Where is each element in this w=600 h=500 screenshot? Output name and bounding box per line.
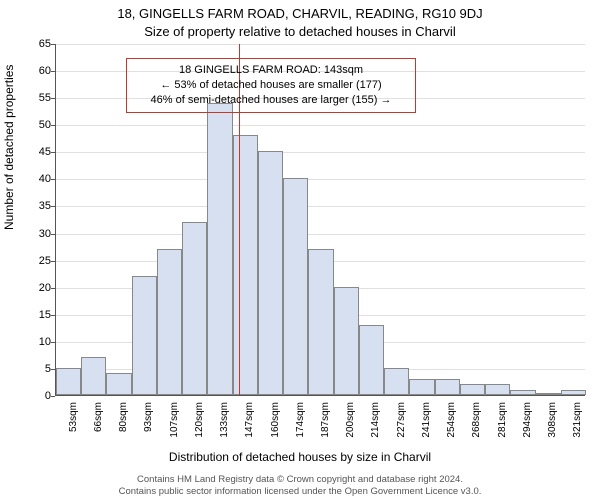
x-tick-label: 187sqm bbox=[320, 402, 331, 442]
gridline bbox=[56, 125, 585, 126]
y-tick-label: 15 bbox=[29, 309, 51, 321]
y-tick-label: 45 bbox=[29, 146, 51, 158]
x-tick-label: 200sqm bbox=[345, 402, 356, 442]
x-tick-label: 308sqm bbox=[547, 402, 558, 442]
chart-title-line2: Size of property relative to detached ho… bbox=[0, 24, 600, 39]
chart-title-line1: 18, GINGELLS FARM ROAD, CHARVIL, READING… bbox=[0, 6, 600, 21]
y-tick-mark bbox=[51, 125, 55, 126]
gridline bbox=[56, 179, 585, 180]
y-axis-label: Number of detached properties bbox=[2, 65, 16, 230]
x-tick-label: 66sqm bbox=[93, 402, 104, 442]
histogram-bar bbox=[409, 379, 434, 395]
histogram-bar bbox=[106, 373, 131, 395]
infobox-line: 46% of semi-detached houses are larger (… bbox=[133, 93, 409, 108]
y-tick-label: 25 bbox=[29, 255, 51, 267]
histogram-bar bbox=[460, 384, 485, 395]
y-tick-mark bbox=[51, 369, 55, 370]
y-tick-mark bbox=[51, 71, 55, 72]
histogram-bar bbox=[536, 393, 561, 395]
y-tick-label: 50 bbox=[29, 119, 51, 131]
y-tick-mark bbox=[51, 98, 55, 99]
y-tick-label: 0 bbox=[29, 390, 51, 402]
y-tick-label: 35 bbox=[29, 200, 51, 212]
histogram-bar bbox=[283, 178, 308, 395]
histogram-bar bbox=[334, 287, 359, 395]
x-tick-label: 93sqm bbox=[143, 402, 154, 442]
histogram-bar bbox=[207, 103, 232, 395]
histogram-bar bbox=[132, 276, 157, 395]
histogram-bar bbox=[384, 368, 409, 395]
x-tick-label: 254sqm bbox=[446, 402, 457, 442]
y-tick-mark bbox=[51, 44, 55, 45]
x-tick-label: 147sqm bbox=[244, 402, 255, 442]
x-tick-label: 160sqm bbox=[270, 402, 281, 442]
y-tick-label: 30 bbox=[29, 228, 51, 240]
y-tick-label: 20 bbox=[29, 282, 51, 294]
histogram-bar bbox=[157, 249, 182, 395]
property-info-box: 18 GINGELLS FARM ROAD: 143sqm← 53% of de… bbox=[126, 58, 416, 113]
y-tick-mark bbox=[51, 342, 55, 343]
y-tick-label: 65 bbox=[29, 38, 51, 50]
y-tick-mark bbox=[51, 396, 55, 397]
x-axis-label: Distribution of detached houses by size … bbox=[0, 450, 600, 464]
histogram-bar bbox=[258, 151, 283, 395]
footer-attribution: Contains HM Land Registry data © Crown c… bbox=[0, 474, 600, 498]
y-tick-label: 60 bbox=[29, 65, 51, 77]
x-tick-label: 107sqm bbox=[169, 402, 180, 442]
x-tick-label: 281sqm bbox=[497, 402, 508, 442]
x-tick-label: 53sqm bbox=[68, 402, 79, 442]
footer-line2: Contains public sector information licen… bbox=[0, 486, 600, 498]
infobox-line: 18 GINGELLS FARM ROAD: 143sqm bbox=[133, 63, 409, 78]
y-tick-mark bbox=[51, 234, 55, 235]
histogram-bar bbox=[435, 379, 460, 395]
y-tick-mark bbox=[51, 261, 55, 262]
y-tick-mark bbox=[51, 206, 55, 207]
histogram-bar bbox=[510, 390, 535, 395]
histogram-bar bbox=[485, 384, 510, 395]
x-tick-label: 241sqm bbox=[421, 402, 432, 442]
x-tick-label: 294sqm bbox=[522, 402, 533, 442]
y-tick-mark bbox=[51, 179, 55, 180]
gridline bbox=[56, 206, 585, 207]
x-tick-label: 120sqm bbox=[194, 402, 205, 442]
y-tick-mark bbox=[51, 152, 55, 153]
x-tick-label: 133sqm bbox=[219, 402, 230, 442]
y-tick-label: 5 bbox=[29, 363, 51, 375]
x-tick-label: 321sqm bbox=[572, 402, 583, 442]
y-tick-label: 40 bbox=[29, 173, 51, 185]
infobox-line: ← 53% of detached houses are smaller (17… bbox=[133, 78, 409, 93]
x-tick-label: 268sqm bbox=[471, 402, 482, 442]
plot-area: 18 GINGELLS FARM ROAD: 143sqm← 53% of de… bbox=[55, 44, 585, 396]
histogram-bar bbox=[81, 357, 106, 395]
histogram-bar bbox=[308, 249, 333, 395]
histogram-bar bbox=[359, 325, 384, 395]
footer-line1: Contains HM Land Registry data © Crown c… bbox=[0, 474, 600, 486]
x-tick-label: 227sqm bbox=[396, 402, 407, 442]
x-tick-label: 80sqm bbox=[118, 402, 129, 442]
y-tick-mark bbox=[51, 288, 55, 289]
gridline bbox=[56, 152, 585, 153]
y-tick-label: 55 bbox=[29, 92, 51, 104]
y-tick-mark bbox=[51, 315, 55, 316]
histogram-bar bbox=[233, 135, 258, 395]
histogram-bar bbox=[56, 368, 81, 395]
gridline bbox=[56, 44, 585, 45]
x-tick-label: 214sqm bbox=[370, 402, 381, 442]
y-tick-label: 10 bbox=[29, 336, 51, 348]
histogram-bar bbox=[182, 222, 207, 395]
gridline bbox=[56, 234, 585, 235]
chart-container: 18, GINGELLS FARM ROAD, CHARVIL, READING… bbox=[0, 0, 600, 500]
x-tick-label: 174sqm bbox=[295, 402, 306, 442]
histogram-bar bbox=[561, 390, 586, 395]
